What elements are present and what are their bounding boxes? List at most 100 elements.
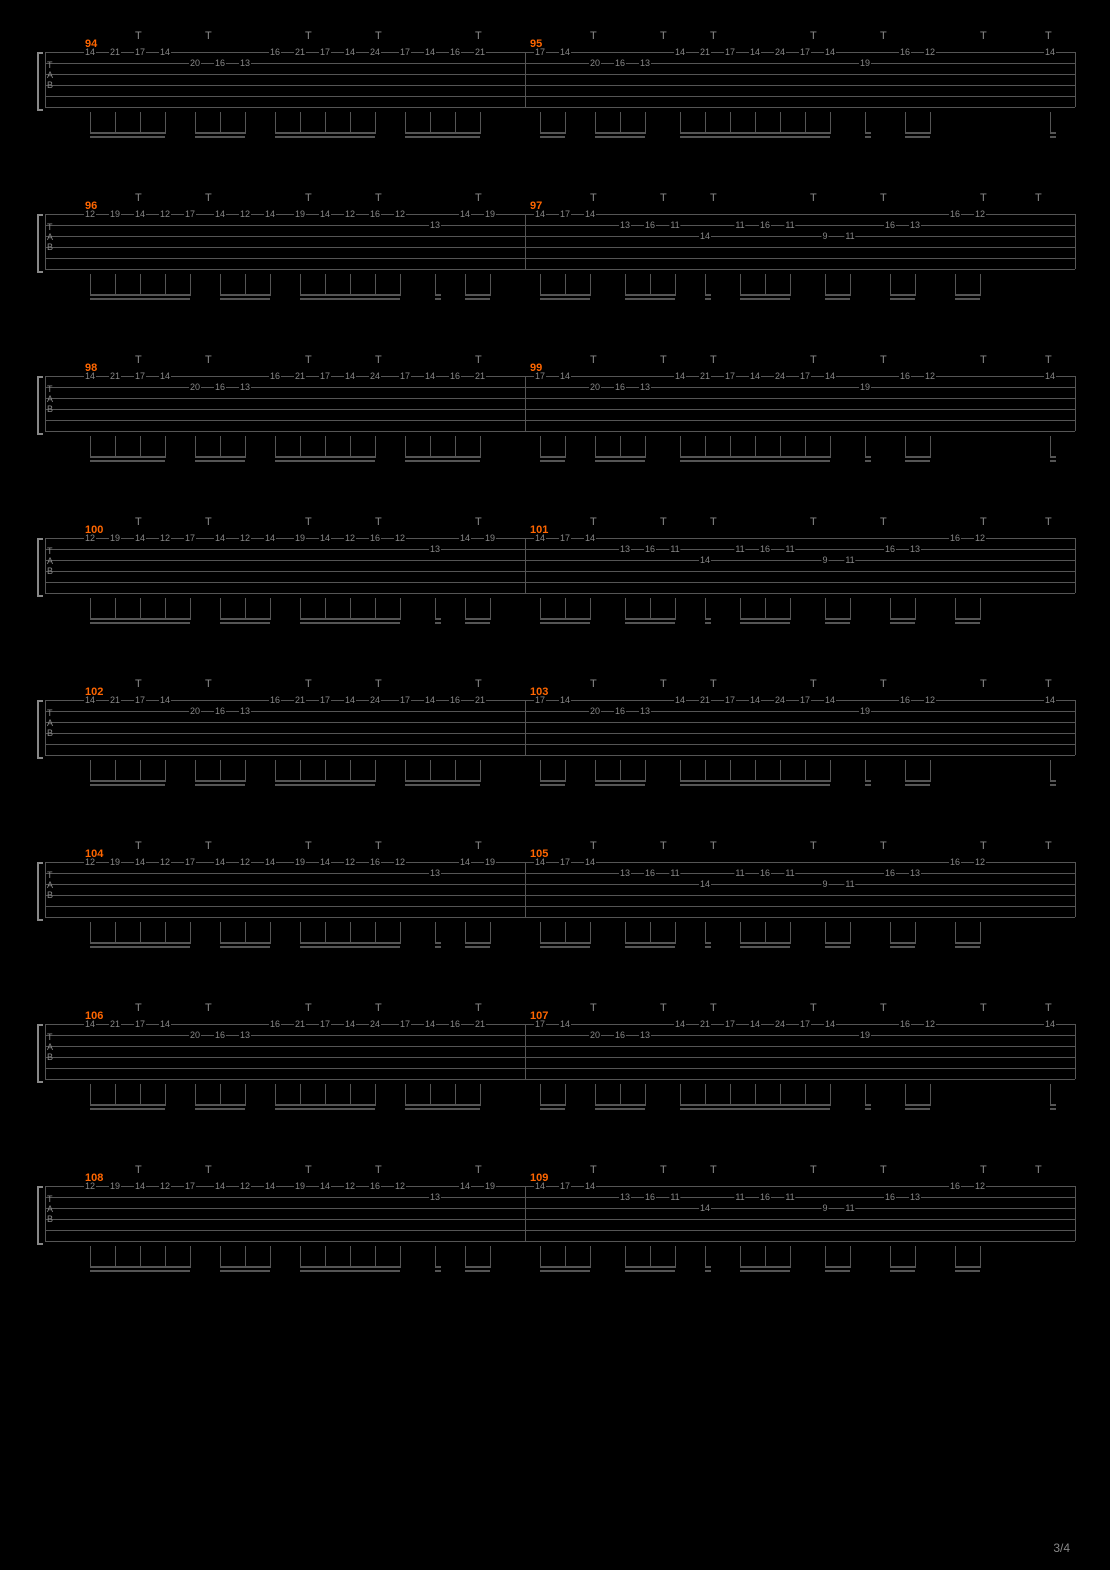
note-stem	[755, 436, 756, 458]
beam	[435, 618, 441, 620]
fret-number: 17	[399, 48, 411, 57]
fret-number: 21	[109, 696, 121, 705]
note-stem	[645, 436, 646, 458]
note-stem	[195, 760, 196, 782]
tab-clef: T A B	[47, 708, 54, 738]
note-stem	[565, 274, 566, 296]
fret-number: 14	[534, 534, 546, 543]
beam	[220, 618, 270, 620]
beam	[220, 1270, 270, 1272]
note-stem	[325, 922, 326, 944]
beam	[195, 1104, 245, 1106]
beam	[740, 1270, 790, 1272]
fret-number: 20	[189, 707, 201, 716]
beam	[865, 1108, 871, 1110]
note-stem	[245, 760, 246, 782]
note-stem	[790, 598, 791, 620]
beam	[300, 622, 400, 624]
barline	[525, 1186, 526, 1241]
tapping-marker: T	[205, 678, 212, 690]
tapping-marker: T	[1035, 192, 1042, 204]
note-stem	[955, 1246, 956, 1268]
tapping-marker: T	[590, 354, 597, 366]
note-stem	[115, 274, 116, 296]
fret-number: 12	[344, 210, 356, 219]
note-stem	[195, 112, 196, 134]
fret-number: 11	[734, 869, 745, 878]
tapping-marker: T	[660, 354, 667, 366]
note-stem	[955, 274, 956, 296]
note-stem	[905, 436, 906, 458]
beam	[705, 942, 711, 944]
tapping-marker: T	[660, 678, 667, 690]
beam	[300, 1266, 400, 1268]
note-stem	[590, 1246, 591, 1268]
fret-number: 14	[534, 210, 546, 219]
note-stem	[275, 1084, 276, 1106]
note-stem	[245, 1246, 246, 1268]
fret-number: 14	[344, 372, 356, 381]
note-stem	[915, 1246, 916, 1268]
note-stem	[705, 922, 706, 944]
beam	[540, 1104, 565, 1106]
beam	[405, 784, 480, 786]
barline	[1075, 862, 1076, 917]
fret-number: 21	[294, 372, 306, 381]
string-line	[45, 398, 1075, 399]
fret-number: 14	[424, 1020, 436, 1029]
string-line	[45, 236, 1075, 237]
tapping-marker: T	[660, 516, 667, 528]
note-stem	[220, 274, 221, 296]
fret-number: 14	[214, 858, 226, 867]
rhythm-beams	[35, 436, 1075, 466]
tapping-marker: T	[475, 1002, 482, 1014]
note-stem	[865, 1084, 866, 1106]
note-stem	[165, 1084, 166, 1106]
barline	[525, 376, 526, 431]
fret-number: 17	[134, 372, 146, 381]
fret-number: 13	[619, 1193, 631, 1202]
tapping-marker: T	[305, 678, 312, 690]
tapping-marker: T	[135, 840, 142, 852]
beam	[825, 942, 850, 944]
note-stem	[245, 1084, 246, 1106]
barline	[1075, 1186, 1076, 1241]
tapping-marker: T	[1045, 840, 1052, 852]
fret-number: 17	[724, 48, 736, 57]
beam	[275, 1104, 375, 1106]
beam	[540, 942, 590, 944]
string-line	[45, 755, 1075, 756]
beam	[865, 456, 871, 458]
tapping-marker: T	[710, 1164, 717, 1176]
tab-clef: T A B	[47, 60, 54, 90]
beam	[275, 460, 375, 462]
tab-clef: T A B	[47, 1194, 54, 1224]
beam	[435, 294, 441, 296]
fret-number: 14	[824, 48, 836, 57]
fret-number: 13	[639, 59, 651, 68]
tapping-marker: T	[590, 30, 597, 42]
fret-number: 21	[699, 48, 711, 57]
beam	[740, 298, 790, 300]
fret-number: 14	[699, 232, 711, 241]
note-stem	[465, 1246, 466, 1268]
fret-number: 9	[821, 1204, 828, 1213]
note-stem	[980, 1246, 981, 1268]
fret-number: 16	[449, 372, 461, 381]
fret-number: 11	[669, 545, 680, 554]
tab-staff: 9697T A B1219141217141214191412161213141…	[35, 214, 1075, 274]
note-stem	[190, 922, 191, 944]
note-stem	[905, 760, 906, 782]
fret-number: 12	[84, 858, 96, 867]
tapping-marker: T	[1045, 516, 1052, 528]
fret-number: 14	[584, 210, 596, 219]
fret-number: 12	[974, 858, 986, 867]
fret-number: 24	[369, 48, 381, 57]
beam	[540, 298, 590, 300]
beam	[705, 946, 711, 948]
note-stem	[270, 598, 271, 620]
note-stem	[850, 274, 851, 296]
fret-number: 19	[294, 858, 306, 867]
fret-number: 19	[484, 210, 496, 219]
beam	[905, 460, 930, 462]
